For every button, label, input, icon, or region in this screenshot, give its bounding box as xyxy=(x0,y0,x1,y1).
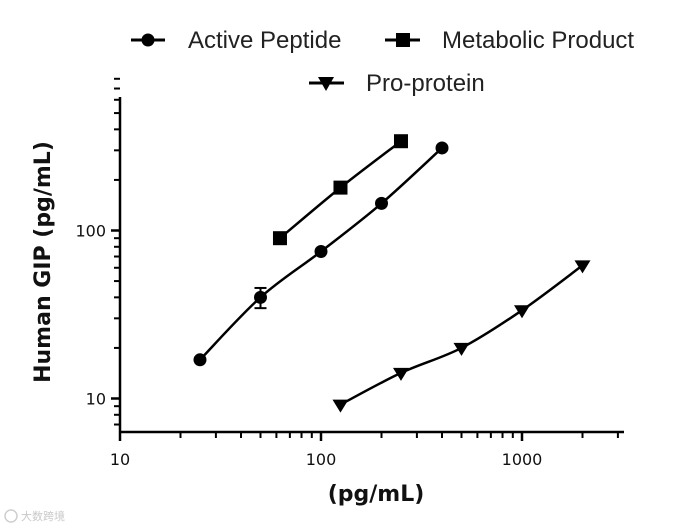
y-tick-label: 10 xyxy=(86,390,106,409)
series-metabolic-product xyxy=(272,134,408,246)
legend-label-active-peptide: Active Peptide xyxy=(188,27,341,54)
legend-item-active-peptide: Active Peptide xyxy=(131,27,341,54)
legend-label-pro-protein: Pro-protein xyxy=(366,70,485,97)
y-axis-ticks: 10 100 xyxy=(75,77,120,426)
y-axis: 10 100 xyxy=(75,77,122,432)
data-point xyxy=(314,244,328,258)
x-tick-label: 1000 xyxy=(502,450,543,469)
series-line-pro-protein xyxy=(339,264,584,406)
data-point xyxy=(435,141,449,155)
y-tick-label: 100 xyxy=(75,222,106,241)
data-point xyxy=(332,399,349,413)
data-point xyxy=(392,367,409,381)
x-axis: 10 100 1000 xyxy=(110,430,624,469)
data-point xyxy=(393,134,408,149)
watermark-text: 大数跨境 xyxy=(21,509,65,523)
x-tick-label: 100 xyxy=(306,450,337,469)
x-axis-ticks: 10 100 1000 xyxy=(110,432,619,469)
data-point xyxy=(514,305,530,319)
legend-label-metabolic-product: Metabolic Product xyxy=(442,27,634,54)
data-point xyxy=(453,342,470,356)
x-tick-label: 10 xyxy=(110,450,130,469)
watermark-logo-icon xyxy=(4,509,18,523)
series-pro-protein xyxy=(332,260,591,413)
legend-item-pro-protein: Pro-protein xyxy=(309,70,485,97)
legend-item-metabolic-product: Metabolic Product xyxy=(385,27,634,54)
data-point xyxy=(574,260,591,274)
data-point xyxy=(375,196,389,210)
data-point xyxy=(193,353,207,367)
data-point xyxy=(272,231,287,246)
data-point xyxy=(253,290,267,304)
plot-area xyxy=(193,134,591,413)
watermark: 大数跨境 xyxy=(4,509,65,523)
x-axis-title: (pg/mL) xyxy=(328,482,425,507)
y-axis-title: Human GIP (pg/mL) xyxy=(31,141,56,383)
legend: Active Peptide Metabolic Product Pro-pro… xyxy=(131,27,634,97)
data-point xyxy=(333,180,348,195)
series-active-peptide xyxy=(193,141,449,367)
